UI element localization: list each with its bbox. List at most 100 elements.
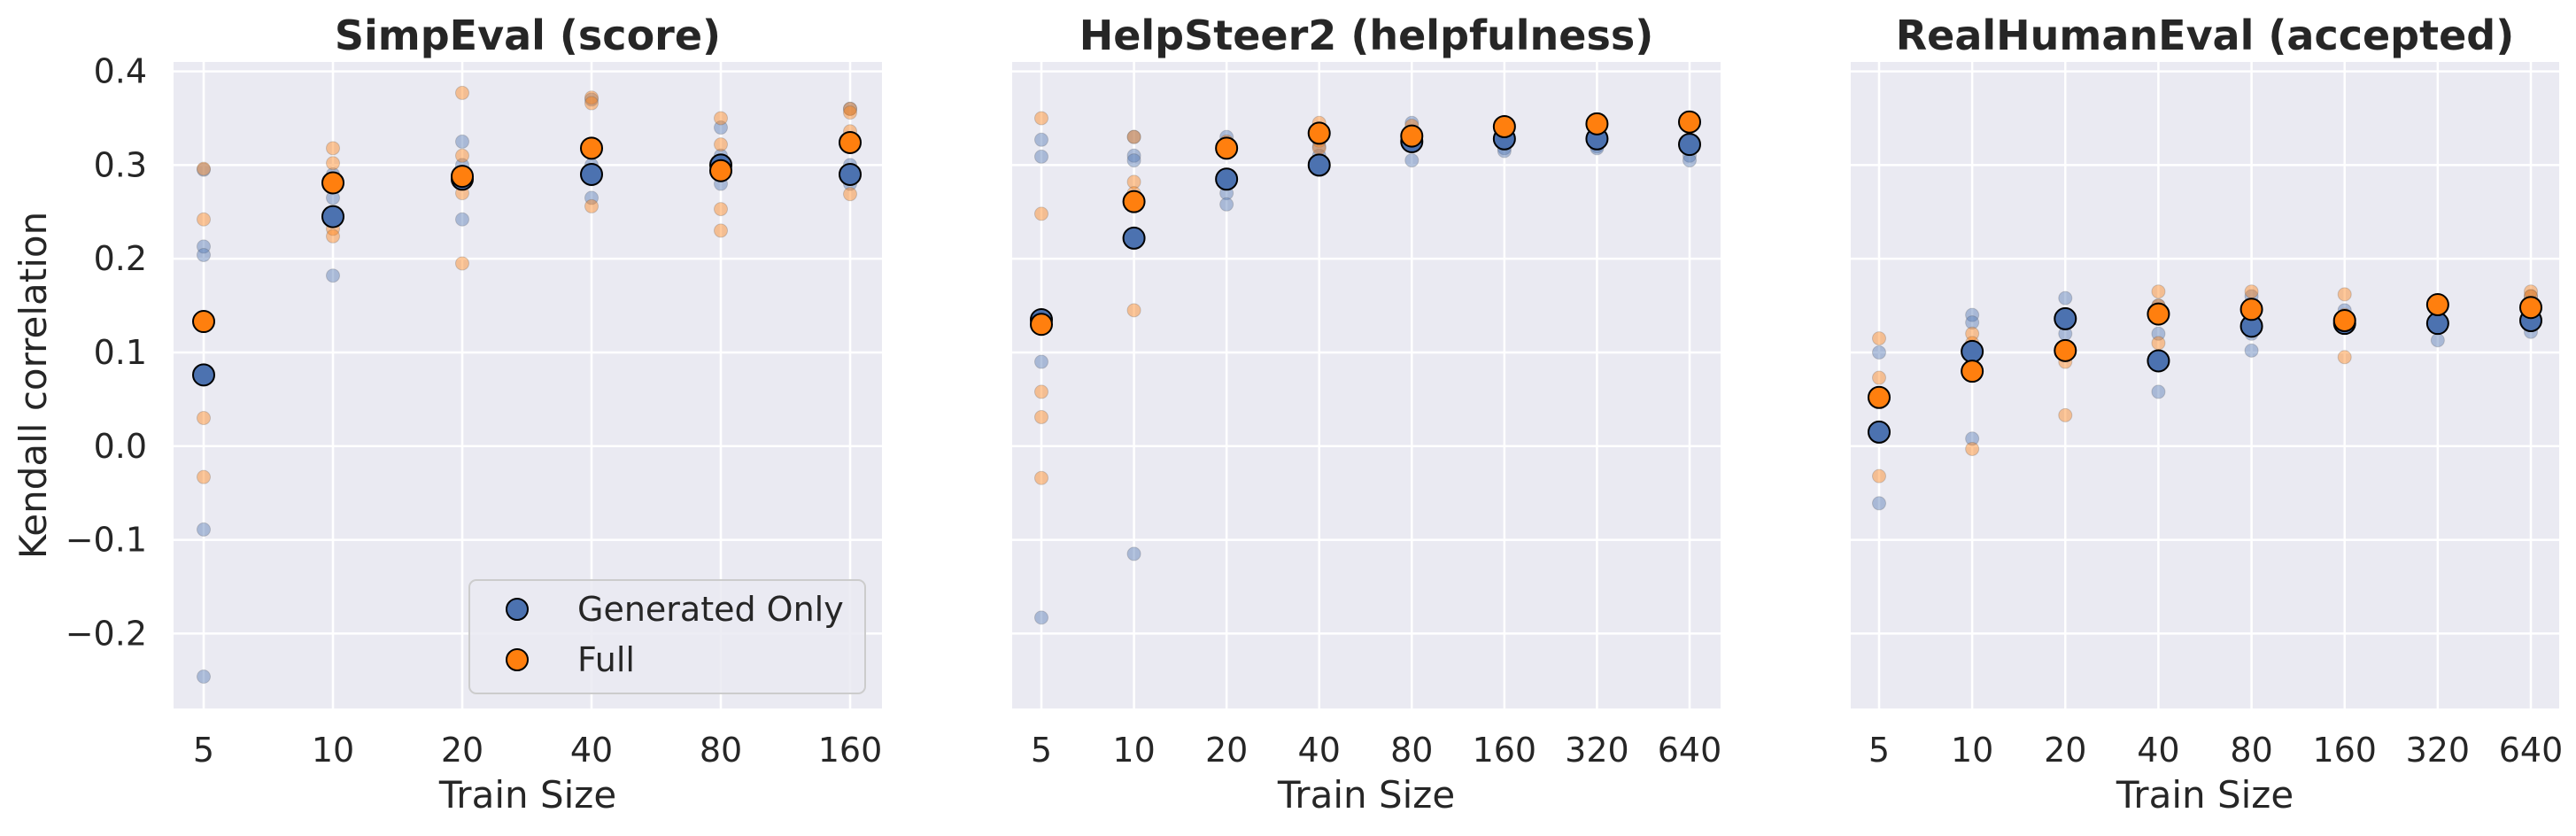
run-point-generated-only — [197, 247, 211, 262]
mean-point-full — [1492, 115, 1516, 138]
run-point-full — [2337, 287, 2352, 302]
run-point-full — [197, 161, 211, 176]
run-point-full — [843, 105, 857, 120]
x-tick-label: 40 — [570, 731, 613, 770]
mean-point-full — [1678, 110, 1701, 134]
y-tick-label: −0.1 — [66, 521, 147, 560]
x-tick-label: 5 — [1031, 731, 1052, 770]
run-point-full — [2151, 336, 2166, 351]
x-tick-label: 320 — [1565, 731, 1629, 770]
run-point-full — [326, 141, 340, 156]
legend-frame — [468, 579, 866, 694]
run-point-full — [1034, 409, 1048, 424]
panel-title: HelpSteer2 (helpfulness) — [1079, 12, 1654, 59]
mean-point-full — [2239, 298, 2263, 321]
panel-background — [1012, 62, 1721, 708]
panel-background — [1851, 62, 2559, 708]
run-point-full — [1872, 331, 1886, 346]
mean-point-generated-only — [321, 205, 344, 228]
run-point-full — [584, 96, 599, 111]
x-tick-labels: 5 10 20 40 80 160 320 640 — [1031, 731, 1721, 770]
run-point-full — [1126, 129, 1141, 144]
x-tick-label: 10 — [312, 731, 354, 770]
y-axis-label: Kendall correlation — [12, 212, 55, 559]
x-tick-label: 20 — [441, 731, 483, 770]
mean-point-full — [2054, 338, 2077, 362]
panel-title: RealHumanEval (accepted) — [1896, 12, 2515, 59]
mean-point-generated-only — [1678, 133, 1701, 157]
mean-point-full — [1961, 360, 1984, 383]
run-point-generated-only — [584, 190, 599, 205]
run-point-full — [714, 202, 728, 217]
panel-simpeval: −0.2 −0.1 0.0 0.1 0.2 0.3 0.4 5 10 20 40 80 160 Sim… — [66, 12, 883, 817]
mean-points — [1868, 293, 2542, 444]
x-tick-label: 80 — [2230, 731, 2272, 770]
x-tick-label: 40 — [2137, 731, 2179, 770]
run-point-full — [714, 111, 728, 126]
mean-point-generated-only — [1215, 167, 1239, 191]
x-axis-label: Train Size — [438, 773, 616, 817]
run-point-generated-only — [455, 212, 469, 227]
run-point-generated-only — [714, 120, 728, 135]
mean-points — [192, 130, 862, 387]
run-point-full — [714, 223, 728, 238]
x-tick-label: 5 — [193, 731, 214, 770]
mean-point-full — [580, 136, 603, 160]
run-point-full — [326, 228, 340, 244]
legend-label-generated-only: Generated Only — [577, 590, 844, 629]
run-point-full — [1965, 441, 1980, 456]
run-point-full — [1126, 303, 1141, 318]
legend: Generated Only Full — [468, 579, 866, 694]
run-point-full — [714, 137, 728, 152]
x-tick-label: 320 — [2406, 731, 2471, 770]
run-point-generated-only — [1872, 344, 1886, 360]
x-tick-label: 10 — [1951, 731, 1993, 770]
run-point-generated-only — [1126, 129, 1141, 144]
y-tick-labels: −0.2 −0.1 0.0 0.1 0.2 0.3 0.4 — [66, 52, 147, 654]
mean-point-full — [2425, 293, 2449, 317]
mean-point-full — [321, 171, 344, 195]
run-point-full — [843, 101, 857, 116]
run-point-full — [2244, 284, 2259, 299]
mean-point-full — [192, 310, 215, 334]
x-tick-label: 20 — [2044, 731, 2086, 770]
run-point-generated-only — [1034, 354, 1048, 369]
run-point-generated-only — [2058, 290, 2073, 306]
mean-point-generated-only — [2147, 349, 2170, 373]
mean-point-full — [1585, 112, 1609, 135]
run-point-full — [455, 256, 469, 271]
mean-point-generated-only — [192, 363, 215, 387]
mean-point-full — [1122, 190, 1146, 213]
run-point-full — [1126, 174, 1141, 190]
run-point-generated-only — [2151, 326, 2166, 341]
mean-point-full — [1868, 385, 1891, 409]
mean-point-generated-only — [580, 162, 603, 186]
mean-point-full — [1307, 121, 1331, 145]
run-point-full — [584, 90, 599, 105]
run-point-full — [1034, 111, 1048, 126]
run-point-full — [2058, 407, 2073, 422]
gridlines — [1851, 62, 2559, 708]
x-axis-label: Train Size — [2116, 773, 2294, 817]
mean-point-full — [1030, 313, 1053, 337]
run-point-generated-only — [1965, 315, 1980, 330]
mean-point-full — [451, 165, 474, 189]
y-tick-label: 0.3 — [94, 145, 147, 184]
run-point-full — [2337, 350, 2352, 365]
mean-point-generated-only — [1961, 339, 1984, 363]
panel-title: SimpEval (score) — [335, 12, 721, 59]
mean-point-full — [1400, 124, 1424, 148]
run-point-generated-only — [2244, 343, 2259, 358]
mean-point-full — [2332, 309, 2356, 332]
run-point-generated-only — [1404, 153, 1420, 168]
x-tick-label: 40 — [1298, 731, 1341, 770]
run-point-full — [197, 411, 211, 426]
x-tick-label: 160 — [818, 731, 883, 770]
run-point-generated-only — [1126, 546, 1141, 561]
legend-label-full: Full — [577, 640, 635, 679]
run-point-generated-only — [2151, 384, 2166, 399]
x-axis-label: Train Size — [1277, 773, 1455, 817]
legend-marker-full — [506, 648, 529, 671]
